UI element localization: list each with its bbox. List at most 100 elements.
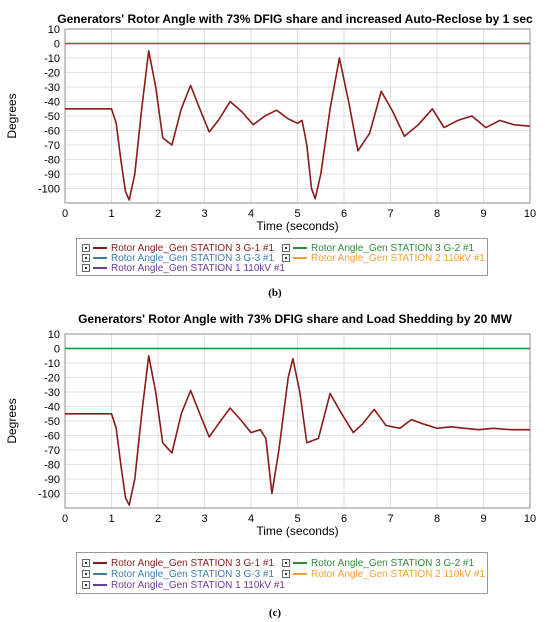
y-tick-label: -70	[44, 140, 60, 152]
y-tick-label: 0	[54, 39, 60, 51]
chart-legend: Rotor Angle_Gen STATION 3 G-1 #1 Rotor A…	[76, 238, 488, 276]
y-tick-label: -100	[38, 184, 60, 196]
x-tick-label: 7	[387, 513, 393, 525]
legend-line-icon	[93, 562, 107, 564]
y-tick-label: -40	[44, 402, 60, 414]
y-axis-label: Degrees	[5, 398, 19, 443]
chart-panel-c: Generators' Rotor Angle with 73% DFIG sh…	[0, 310, 550, 622]
y-tick-label: -10	[44, 53, 60, 65]
legend-item-station1: Rotor Angle_Gen STATION 1 110kV #1	[82, 579, 285, 591]
legend-line-icon	[93, 257, 107, 259]
x-tick-label: 4	[248, 208, 254, 220]
x-tick-label: 0	[62, 513, 68, 525]
chart-title: Generators' Rotor Angle with 73% DFIG sh…	[78, 312, 512, 326]
legend-item-g3: Rotor Angle_Gen STATION 3 G-3 #1	[82, 568, 274, 580]
legend-item-g3: Rotor Angle_Gen STATION 3 G-3 #1	[82, 252, 274, 264]
legend-item-g2: Rotor Angle_Gen STATION 3 G-2 #1	[282, 557, 474, 569]
x-tick-label: 10	[524, 513, 536, 525]
x-tick-label: 8	[434, 513, 440, 525]
x-tick-label: 9	[480, 513, 486, 525]
legend-checkbox-icon[interactable]	[82, 254, 90, 262]
figure-caption: (c)	[268, 607, 282, 619]
x-tick-label: 7	[387, 208, 393, 220]
y-tick-label: -20	[44, 373, 60, 385]
x-tick-label: 6	[341, 208, 347, 220]
plot-frame	[64, 333, 531, 509]
chart-panel-b: Generators' Rotor Angle with 73% DFIG sh…	[0, 0, 550, 308]
y-tick-label: -50	[44, 416, 60, 428]
y-tick-label: 0	[54, 344, 60, 356]
y-tick-label: -80	[44, 460, 60, 472]
legend-line-icon	[93, 584, 107, 586]
legend-label: Rotor Angle_Gen STATION 3 G-3 #1	[111, 568, 275, 580]
x-tick-label: 6	[341, 513, 347, 525]
y-tick-label: -20	[44, 68, 60, 80]
plot-frame	[64, 28, 531, 204]
legend-label: Rotor Angle_Gen STATION 3 G-2 #1	[311, 557, 475, 569]
y-tick-label: -30	[44, 82, 60, 94]
x-tick-label: 1	[108, 208, 114, 220]
y-tick-label: -10	[44, 358, 60, 370]
legend-label: Rotor Angle_Gen STATION 1 110kV #1	[111, 262, 285, 274]
y-tick-label: -80	[44, 155, 60, 167]
y-tick-label: 10	[48, 329, 60, 341]
legend-line-icon	[293, 247, 307, 249]
legend-checkbox-icon[interactable]	[82, 559, 90, 567]
x-tick-label: 1	[108, 513, 114, 525]
y-tick-label: -60	[44, 431, 60, 443]
legend-line-icon	[293, 562, 307, 564]
legend-item-g1: Rotor Angle_Gen STATION 3 G-1 #1	[82, 557, 274, 569]
legend-label: Rotor Angle_Gen STATION 1 110kV #1	[111, 579, 285, 591]
y-tick-label: -100	[38, 489, 60, 501]
y-tick-label: -90	[44, 474, 60, 486]
y-tick-label: -50	[44, 111, 60, 123]
x-tick-label: 5	[294, 208, 300, 220]
x-tick-label: 3	[201, 208, 207, 220]
y-tick-label: -30	[44, 387, 60, 399]
legend-line-icon	[93, 247, 107, 249]
x-tick-label: 2	[155, 513, 161, 525]
x-tick-label: 10	[524, 208, 536, 220]
series-line	[65, 354, 530, 506]
x-tick-label: 5	[294, 513, 300, 525]
x-axis-label: Time (seconds)	[256, 524, 338, 538]
figure-caption: (b)	[268, 287, 282, 299]
legend-item-station2: Rotor Angle_Gen STATION 2 110kV #1	[282, 568, 485, 580]
legend-checkbox-icon[interactable]	[82, 264, 90, 272]
series-line	[65, 49, 531, 201]
legend-item-g1: Rotor Angle_Gen STATION 3 G-1 #1	[82, 242, 274, 254]
chart-title: Generators' Rotor Angle with 73% DFIG sh…	[57, 12, 533, 26]
x-tick-label: 2	[155, 208, 161, 220]
x-tick-label: 8	[434, 208, 440, 220]
legend-checkbox-icon[interactable]	[82, 244, 90, 252]
legend-item-station1: Rotor Angle_Gen STATION 1 110kV #1	[82, 262, 285, 274]
legend-line-icon	[293, 573, 307, 575]
legend-label: Rotor Angle_Gen STATION 3 G-1 #1	[111, 242, 275, 254]
y-tick-label: -90	[44, 169, 60, 181]
legend-label: Rotor Angle_Gen STATION 2 110kV #1	[311, 252, 485, 264]
legend-label: Rotor Angle_Gen STATION 3 G-3 #1	[111, 252, 275, 264]
legend-label: Rotor Angle_Gen STATION 2 110kV #1	[311, 568, 485, 580]
x-axis-label: Time (seconds)	[256, 219, 338, 233]
x-tick-label: 9	[480, 208, 486, 220]
legend-line-icon	[93, 573, 107, 575]
legend-checkbox-icon[interactable]	[282, 254, 290, 262]
legend-item-station2: Rotor Angle_Gen STATION 2 110kV #1	[282, 252, 485, 264]
chart-legend: Rotor Angle_Gen STATION 3 G-1 #1 Rotor A…	[76, 552, 488, 594]
legend-checkbox-icon[interactable]	[82, 581, 90, 589]
x-tick-label: 3	[201, 513, 207, 525]
x-tick-label: 4	[248, 513, 254, 525]
legend-line-icon	[93, 267, 107, 269]
legend-label: Rotor Angle_Gen STATION 3 G-1 #1	[111, 557, 275, 569]
legend-checkbox-icon[interactable]	[282, 559, 290, 567]
y-axis-label: Degrees	[5, 93, 19, 138]
legend-checkbox-icon[interactable]	[82, 570, 90, 578]
legend-checkbox-icon[interactable]	[282, 244, 290, 252]
legend-line-icon	[293, 257, 307, 259]
y-tick-label: -40	[44, 97, 60, 109]
legend-checkbox-icon[interactable]	[282, 570, 290, 578]
x-tick-label: 0	[62, 208, 68, 220]
legend-label: Rotor Angle_Gen STATION 3 G-2 #1	[311, 242, 475, 254]
